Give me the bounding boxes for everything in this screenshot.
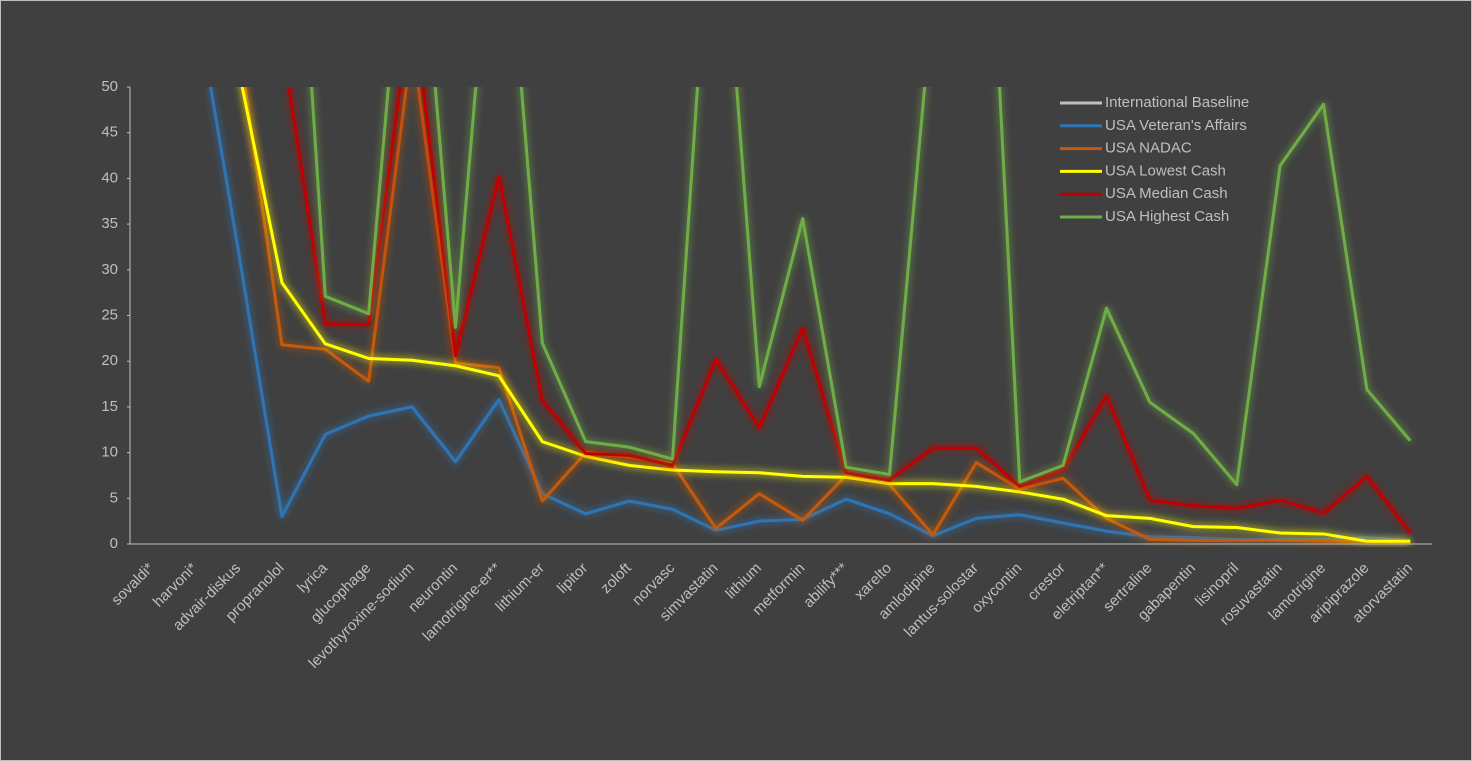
- y-tick-label: 20: [101, 352, 118, 369]
- legend-label: USA NADAC: [1105, 140, 1192, 157]
- legend-label: USA Highest Cash: [1105, 208, 1229, 225]
- y-tick-label: 0: [110, 535, 118, 552]
- legend-label: USA Lowest Cash: [1105, 162, 1226, 179]
- series-line: [240, 87, 1411, 543]
- y-tick-label: 40: [101, 169, 118, 186]
- y-tick-label: 15: [101, 398, 118, 415]
- plot-area: [151, 87, 1412, 544]
- y-tick-label: 50: [101, 78, 118, 95]
- series-line: [209, 87, 1411, 542]
- y-tick-label: 30: [101, 261, 118, 278]
- y-tick-label: 5: [110, 489, 118, 506]
- legend-label: USA Median Cash: [1105, 185, 1228, 202]
- y-tick-label: 10: [101, 444, 118, 461]
- series-line: [243, 87, 1411, 544]
- series-line: [287, 87, 1412, 534]
- legend-label: USA Veteran's Affairs: [1105, 117, 1247, 134]
- y-tick-label: 45: [101, 124, 118, 141]
- series-line: [310, 87, 1412, 487]
- y-tick-label: 35: [101, 215, 118, 232]
- y-tick-label: 25: [101, 306, 118, 323]
- legend-label: International Baseline: [1105, 94, 1249, 111]
